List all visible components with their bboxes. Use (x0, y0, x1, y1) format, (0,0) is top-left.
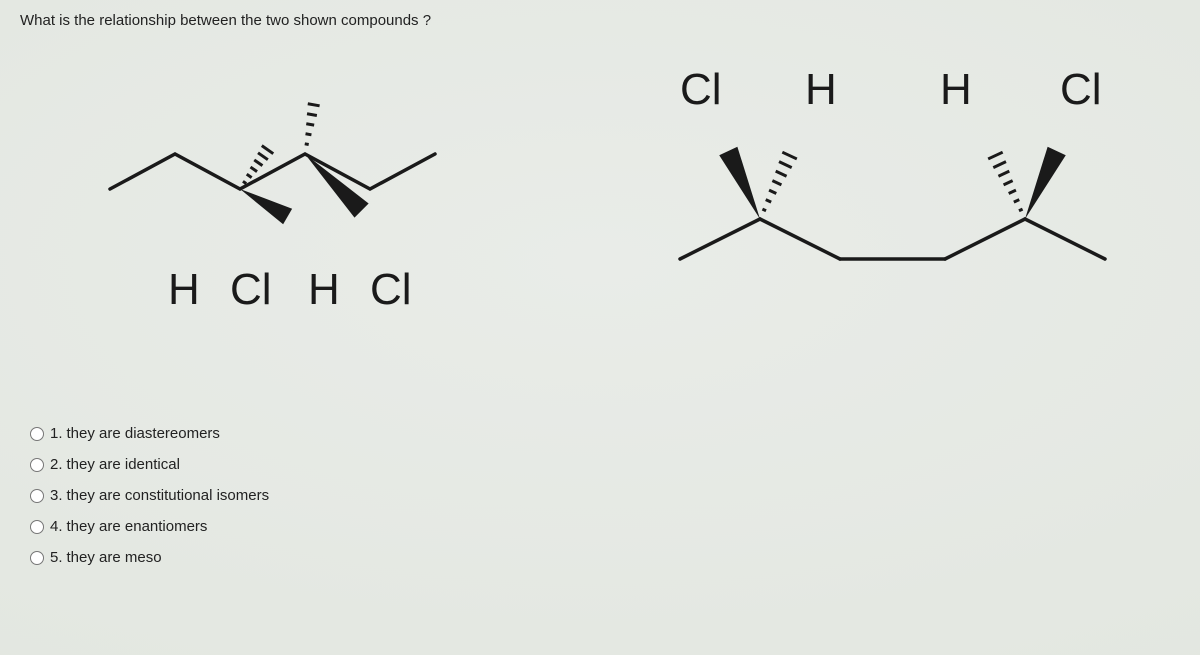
option-5-label: they are meso (67, 549, 162, 566)
atom-H: H (805, 65, 837, 114)
atom-Cl: Cl (370, 265, 412, 314)
atom-Cl: Cl (230, 265, 272, 314)
atom-H: H (940, 65, 972, 114)
figures-area: H Cl H Cl (20, 39, 1180, 409)
option-2-radio[interactable] (30, 458, 44, 472)
atom-H: H (308, 265, 340, 314)
option-4-num: 4. (50, 518, 63, 535)
molecule-right: Cl H H Cl (660, 59, 1130, 299)
option-1-num: 1. (50, 425, 63, 442)
stereo-left-c2 (298, 99, 369, 218)
option-5-radio[interactable] (30, 551, 44, 565)
option-2-label: they are identical (67, 456, 180, 473)
atom-H: H (168, 265, 200, 314)
option-4[interactable]: 4. they are enantiomers (30, 518, 269, 535)
option-3-label: they are constitutional isomers (67, 487, 270, 504)
option-1-label: they are diastereomers (67, 425, 220, 442)
option-2-num: 2. (50, 456, 63, 473)
option-5[interactable]: 5. they are meso (30, 549, 269, 566)
bond (680, 219, 760, 259)
quiz-page: What is the relationship between the two… (0, 0, 1200, 655)
option-4-radio[interactable] (30, 520, 44, 534)
molecule-left: H Cl H Cl (90, 99, 490, 359)
option-2[interactable]: 2. they are identical (30, 456, 269, 473)
option-1-radio[interactable] (30, 427, 44, 441)
option-3-radio[interactable] (30, 489, 44, 503)
option-4-label: they are enantiomers (67, 518, 208, 535)
atom-Cl: Cl (1060, 65, 1102, 114)
stereo-right-c2 (988, 147, 1066, 223)
option-3-num: 3. (50, 487, 63, 504)
bond (1025, 219, 1105, 259)
option-1[interactable]: 1. they are diastereomers (30, 425, 269, 442)
atom-Cl: Cl (680, 65, 722, 114)
option-5-num: 5. (50, 549, 63, 566)
question-text: What is the relationship between the two… (20, 12, 1180, 29)
answer-options: 1. they are diastereomers 2. they are id… (30, 425, 269, 580)
option-3[interactable]: 3. they are constitutional isomers (30, 487, 269, 504)
backbone-left (110, 154, 435, 189)
stereo-right-c1 (719, 147, 797, 223)
bond (945, 219, 1025, 259)
bond (760, 219, 840, 259)
